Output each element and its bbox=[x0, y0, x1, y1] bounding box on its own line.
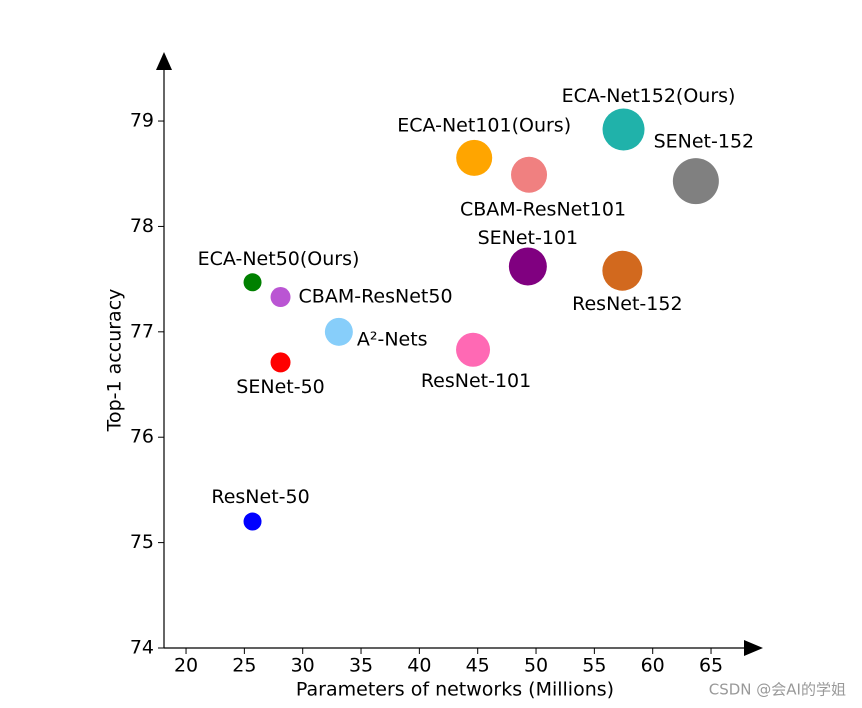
x-tick-label: 40 bbox=[407, 655, 431, 677]
point-label: ResNet-152 bbox=[572, 293, 682, 315]
y-tick-label: 77 bbox=[130, 320, 154, 342]
x-tick-label: 30 bbox=[291, 655, 315, 677]
point-label: ResNet-101 bbox=[421, 370, 531, 392]
x-tick-label: 20 bbox=[174, 655, 198, 677]
point-label: SENet-101 bbox=[478, 227, 579, 249]
point bbox=[270, 352, 291, 373]
point-label: ResNet-50 bbox=[211, 486, 309, 508]
x-arrow bbox=[744, 640, 763, 656]
y-axis-label: Top-1 accuracy bbox=[104, 289, 126, 433]
point-label: ECA-Net152(Ours) bbox=[562, 85, 736, 107]
y-tick-label: 75 bbox=[130, 531, 154, 553]
y-arrow bbox=[156, 52, 172, 70]
x-tick-label: 25 bbox=[232, 655, 256, 677]
point bbox=[602, 108, 645, 151]
point-label: ECA-Net50(Ours) bbox=[198, 248, 360, 270]
point-label: SENet-152 bbox=[654, 131, 755, 153]
x-axis-label: Parameters of networks (Millions) bbox=[296, 679, 614, 701]
watermark: CSDN @会AI的学姐 bbox=[709, 681, 846, 699]
point-label: ECA-Net101(Ours) bbox=[397, 114, 571, 136]
point bbox=[324, 317, 353, 346]
point bbox=[511, 156, 548, 193]
point bbox=[508, 247, 547, 286]
point-label: SENet-50 bbox=[236, 376, 324, 398]
x-tick-label: 50 bbox=[524, 655, 548, 677]
x-tick-label: 60 bbox=[641, 655, 665, 677]
x-tick-label: 55 bbox=[582, 655, 606, 677]
x-tick-label: 45 bbox=[466, 655, 490, 677]
x-tick-label: 35 bbox=[349, 655, 373, 677]
point bbox=[602, 250, 643, 291]
y-tick-label: 74 bbox=[130, 637, 154, 659]
point bbox=[243, 512, 262, 531]
point-label: CBAM-ResNet101 bbox=[460, 198, 626, 220]
x-tick-label: 65 bbox=[699, 655, 723, 677]
point bbox=[672, 158, 719, 205]
point-label: A²-Nets bbox=[357, 328, 428, 350]
y-tick-label: 76 bbox=[130, 426, 154, 448]
point-label: CBAM-ResNet50 bbox=[299, 286, 453, 308]
point bbox=[456, 139, 493, 176]
point bbox=[270, 287, 291, 308]
point bbox=[243, 273, 262, 292]
point bbox=[456, 332, 491, 367]
y-tick-label: 78 bbox=[130, 215, 154, 237]
y-tick-label: 79 bbox=[130, 110, 154, 132]
